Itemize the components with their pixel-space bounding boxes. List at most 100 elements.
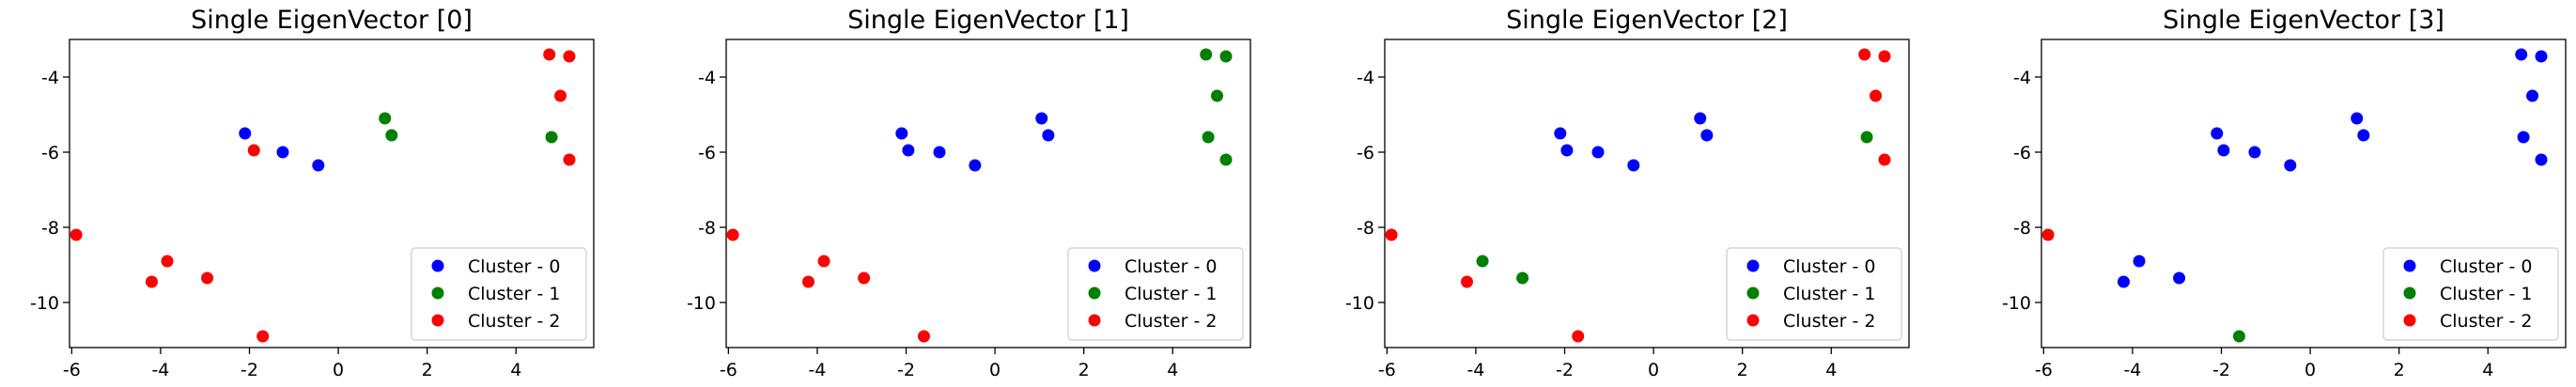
point-cluster2 xyxy=(817,255,830,268)
legend: Cluster - 0 Cluster - 1 Cluster - 2 xyxy=(411,247,587,341)
chart-panel-1: Single EigenVector [1] -6 -4 -2 0 2 4 -4 -6 -8 -10… xyxy=(687,6,1251,380)
point-cluster0 xyxy=(2284,159,2297,172)
legend-label: Cluster - 1 xyxy=(468,284,560,304)
x-tick-label: 2 xyxy=(1079,360,1090,380)
legend-label: Cluster - 1 xyxy=(2440,284,2532,304)
axes-frame xyxy=(2041,39,2567,348)
point-cluster1 xyxy=(1219,153,1233,166)
point-cluster2 xyxy=(563,50,576,63)
legend-marker xyxy=(2403,314,2416,327)
legend-label: Cluster - 0 xyxy=(2440,256,2532,277)
point-cluster0 xyxy=(1042,129,1055,142)
point-cluster0 xyxy=(276,146,289,159)
chart-title: Single EigenVector [0] xyxy=(191,6,473,35)
legend-label: Cluster - 2 xyxy=(2440,311,2532,332)
point-cluster0 xyxy=(2173,271,2186,285)
x-tick-label: 0 xyxy=(989,360,1001,380)
legend-label: Cluster - 2 xyxy=(468,311,560,332)
point-cluster2 xyxy=(1878,153,1891,166)
point-cluster0 xyxy=(902,144,915,157)
point-cluster1 xyxy=(545,131,558,144)
point-cluster0 xyxy=(2248,146,2261,159)
point-cluster1 xyxy=(1476,255,1489,268)
x-tick-label: 0 xyxy=(1648,360,1659,380)
point-cluster0 xyxy=(1627,159,1640,172)
point-cluster1 xyxy=(1202,131,1215,144)
point-cluster0 xyxy=(2211,127,2224,140)
point-cluster1 xyxy=(1200,48,1213,61)
point-cluster2 xyxy=(201,271,214,285)
legend-box xyxy=(1726,247,1902,341)
x-tick-label: -6 xyxy=(720,360,737,380)
point-cluster0 xyxy=(1700,129,1714,142)
legend-box xyxy=(1067,247,1244,341)
y-tick-label: -6 xyxy=(1357,143,1374,163)
legend: Cluster - 0 Cluster - 1 Cluster - 2 xyxy=(1067,247,1244,341)
point-cluster2 xyxy=(70,228,83,241)
point-cluster0 xyxy=(312,159,325,172)
point-cluster2 xyxy=(543,48,556,61)
point-cluster0 xyxy=(2357,129,2370,142)
legend: Cluster - 0 Cluster - 1 Cluster - 2 xyxy=(1726,247,1902,341)
chart-title: Single EigenVector [3] xyxy=(2163,6,2444,35)
x-tick-label: 0 xyxy=(2304,360,2316,380)
legend-marker xyxy=(431,286,444,300)
point-cluster1 xyxy=(1516,271,1529,285)
y-tick-label: -4 xyxy=(698,68,716,88)
point-cluster0 xyxy=(2535,50,2548,63)
point-cluster1 xyxy=(1219,50,1233,63)
legend-label: Cluster - 0 xyxy=(1783,256,1875,277)
point-cluster1 xyxy=(1860,131,1873,144)
legend-label: Cluster - 0 xyxy=(468,256,560,277)
x-tick-label: -2 xyxy=(897,360,915,380)
point-cluster2 xyxy=(1460,275,1473,288)
point-cluster2 xyxy=(1870,89,1883,102)
point-cluster0 xyxy=(1554,127,1567,140)
y-tick-label: -10 xyxy=(1345,293,1374,314)
point-cluster0 xyxy=(1560,144,1574,157)
legend-marker xyxy=(1088,286,1101,300)
point-cluster0 xyxy=(933,146,946,159)
legend-label: Cluster - 0 xyxy=(1125,256,1217,277)
x-tick-label: -2 xyxy=(2212,360,2230,380)
point-cluster2 xyxy=(247,144,260,157)
legend-label: Cluster - 1 xyxy=(1783,284,1875,304)
x-tick-label: -2 xyxy=(1556,360,1574,380)
point-cluster1 xyxy=(2232,330,2245,343)
x-tick-label: -6 xyxy=(1378,360,1396,380)
point-cluster0 xyxy=(969,159,982,172)
chart-title: Single EigenVector [2] xyxy=(1506,6,1788,35)
point-cluster0 xyxy=(2217,144,2230,157)
x-tick-label: 2 xyxy=(2394,360,2405,380)
x-tick-label: 2 xyxy=(1737,360,1748,380)
legend-marker xyxy=(1088,314,1101,327)
legend-label: Cluster - 2 xyxy=(1783,311,1875,332)
y-tick-label: -8 xyxy=(698,218,716,239)
point-cluster0 xyxy=(1035,112,1048,125)
point-cluster1 xyxy=(385,129,398,142)
point-cluster2 xyxy=(858,271,871,285)
chart-title: Single EigenVector [1] xyxy=(847,6,1129,35)
legend-label: Cluster - 1 xyxy=(1125,284,1217,304)
x-tick-label: 2 xyxy=(422,360,433,380)
point-cluster0 xyxy=(2117,275,2130,288)
y-tick-label: -4 xyxy=(2013,68,2031,88)
y-tick-label: -6 xyxy=(698,143,716,163)
legend: Cluster - 0 Cluster - 1 Cluster - 2 xyxy=(2382,247,2559,341)
point-cluster0 xyxy=(2535,153,2548,166)
point-cluster2 xyxy=(554,89,567,102)
y-tick-label: -4 xyxy=(41,68,59,88)
point-cluster0 xyxy=(2517,131,2530,144)
point-cluster2 xyxy=(563,153,576,166)
point-cluster2 xyxy=(1878,50,1891,63)
point-cluster2 xyxy=(1858,48,1871,61)
point-cluster2 xyxy=(801,275,815,288)
axes-frame xyxy=(725,39,1251,348)
chart-panel-0: Single EigenVector [0] -6 -4 -2 0 2 4 -4 -6 -8 -10… xyxy=(30,6,595,380)
y-tick-label: -10 xyxy=(30,293,59,314)
point-cluster2 xyxy=(1385,228,1398,241)
x-tick-label: 0 xyxy=(333,360,344,380)
legend-marker xyxy=(431,259,444,272)
x-tick-label: 4 xyxy=(510,360,521,380)
